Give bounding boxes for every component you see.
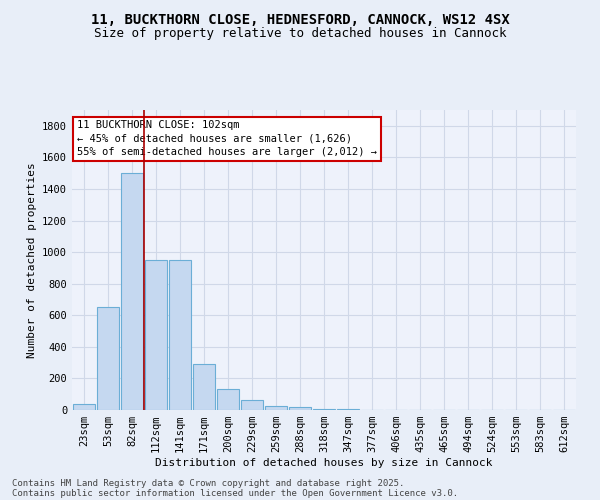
Text: Contains HM Land Registry data © Crown copyright and database right 2025.: Contains HM Land Registry data © Crown c… [12,478,404,488]
Bar [145,260,167,410]
Bar [73,404,95,410]
Bar [313,408,335,410]
Bar [217,390,239,410]
X-axis label: Distribution of detached houses by size in Cannock: Distribution of detached houses by size … [155,458,493,468]
Text: Size of property relative to detached houses in Cannock: Size of property relative to detached ho… [94,28,506,40]
Bar [265,406,287,410]
Bar [193,364,215,410]
Bar [241,400,263,410]
Text: 11, BUCKTHORN CLOSE, HEDNESFORD, CANNOCK, WS12 4SX: 11, BUCKTHORN CLOSE, HEDNESFORD, CANNOCK… [91,12,509,26]
Bar [289,407,311,410]
Bar [169,260,191,410]
Bar [97,308,119,410]
Bar [337,409,359,410]
Text: 11 BUCKTHORN CLOSE: 102sqm
← 45% of detached houses are smaller (1,626)
55% of s: 11 BUCKTHORN CLOSE: 102sqm ← 45% of deta… [77,120,377,157]
Bar [121,173,143,410]
Text: Contains public sector information licensed under the Open Government Licence v3: Contains public sector information licen… [12,488,458,498]
Y-axis label: Number of detached properties: Number of detached properties [26,162,37,358]
